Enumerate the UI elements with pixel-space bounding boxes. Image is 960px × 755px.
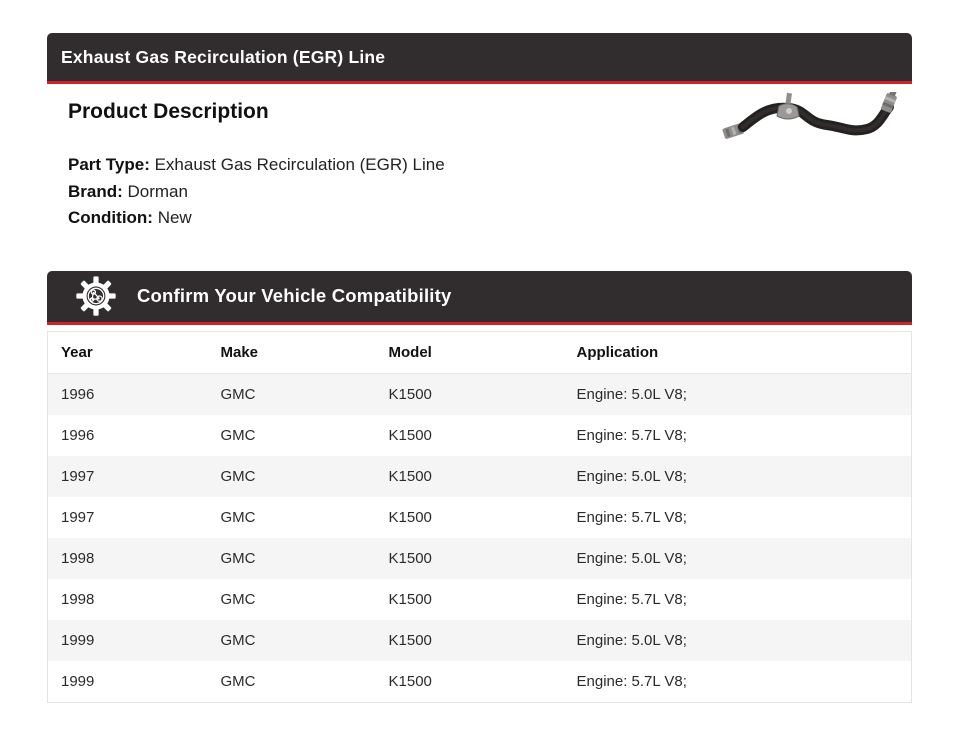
product-details: Part Type: Exhaust Gas Recirculation (EG…: [68, 152, 470, 232]
product-title-bar: Exhaust Gas Recirculation (EGR) Line: [47, 33, 912, 84]
table-cell: 1999: [61, 672, 95, 690]
table-cell: K1500: [388, 590, 432, 608]
table-row: 1997 GMC K1500 Engine: 5.0L V8;: [47, 455, 912, 497]
detail-label: Part Type:: [68, 155, 150, 174]
product-listing-page: Exhaust Gas Recirculation (EGR) Line Pro…: [47, 33, 912, 703]
table-cell: Engine: 5.7L V8;: [576, 508, 687, 526]
table-cell: 1999: [61, 631, 95, 649]
table-cell: Engine: 5.7L V8;: [576, 590, 687, 608]
table-cell: K1500: [388, 426, 432, 444]
table-row: 1996 GMC K1500 Engine: 5.0L V8;: [47, 373, 912, 415]
table-cell: Engine: 5.0L V8;: [576, 467, 687, 485]
table-cell: K1500: [388, 385, 432, 403]
table-cell: K1500: [388, 672, 432, 690]
table-cell: 1997: [61, 467, 95, 485]
table-cell: K1500: [388, 631, 432, 649]
table-row: 1998 GMC K1500 Engine: 5.0L V8;: [47, 537, 912, 579]
table-cell: Engine: 5.7L V8;: [576, 672, 687, 690]
table-cell: K1500: [388, 549, 432, 567]
table-body: 1996 GMC K1500 Engine: 5.0L V8; 1996 GMC K1500…: [47, 373, 912, 702]
table-cell: GMC: [220, 426, 256, 444]
column-header-model: Model: [375, 331, 564, 374]
detail-line-0: Part Type: Exhaust Gas Recirculation (EG…: [68, 152, 470, 179]
table-cell: Engine: 5.0L V8;: [576, 631, 687, 649]
table-row: 1996 GMC K1500 Engine: 5.7L V8;: [47, 414, 912, 456]
column-header-year: Year: [47, 331, 208, 374]
detail-label: Brand:: [68, 181, 123, 201]
detail-value: Dorman: [122, 181, 188, 201]
compatibility-table: Year Make Model Application 1996 GMC K1500 Eng…: [47, 330, 912, 703]
table-cell: 1998: [61, 549, 95, 567]
product-photo: [717, 88, 907, 147]
table-cell: 1998: [61, 590, 95, 608]
table-row: 1999 GMC K1500 Engine: 5.7L V8;: [47, 660, 912, 702]
compatibility-section: Confirm Your Vehicle Compatibility Year M…: [47, 270, 912, 703]
detail-line-1: Brand: Dorman: [68, 179, 470, 206]
table-row: 1998 GMC K1500 Engine: 5.7L V8;: [47, 578, 912, 620]
product-title: Exhaust Gas Recirculation (EGR) Line: [61, 46, 386, 67]
table-cell: 1996: [61, 385, 95, 403]
table-cell: K1500: [388, 508, 432, 526]
table-cell: K1500: [388, 467, 432, 485]
table-cell: GMC: [220, 549, 256, 567]
table-header-row: Year Make Model Application: [47, 331, 912, 374]
product-description-section: Product Description: [47, 84, 912, 232]
product-description-heading: Product Description: [68, 100, 269, 123]
detail-label: Condition:: [68, 208, 153, 227]
table-cell: 1997: [61, 508, 95, 526]
table-cell: GMC: [220, 672, 256, 690]
table-cell: GMC: [220, 631, 256, 649]
compatibility-header-bar: Confirm Your Vehicle Compatibility: [47, 270, 912, 325]
table-cell: GMC: [220, 508, 256, 526]
column-header-application: Application: [563, 331, 912, 374]
table-cell: 1996: [61, 426, 95, 444]
table-cell: Engine: 5.7L V8;: [576, 426, 687, 444]
table-cell: GMC: [220, 590, 256, 608]
table-row: 1997 GMC K1500 Engine: 5.7L V8;: [47, 496, 912, 538]
gear-icon: [75, 275, 117, 317]
column-header-make: Make: [207, 331, 376, 374]
table-cell: GMC: [220, 467, 256, 485]
detail-value: New: [152, 208, 192, 227]
table-cell: Engine: 5.0L V8;: [576, 385, 687, 403]
table-cell: GMC: [220, 385, 256, 403]
detail-value: Exhaust Gas Recirculation (EGR) Line: [149, 155, 445, 174]
detail-line-2: Condition: New: [68, 205, 470, 232]
egr-hose-image: [722, 88, 897, 139]
table-row: 1999 GMC K1500 Engine: 5.0L V8;: [47, 619, 912, 661]
table-cell: Engine: 5.0L V8;: [576, 549, 687, 567]
compatibility-heading: Confirm Your Vehicle Compatibility: [137, 285, 452, 306]
hose-bracket: [776, 92, 800, 120]
